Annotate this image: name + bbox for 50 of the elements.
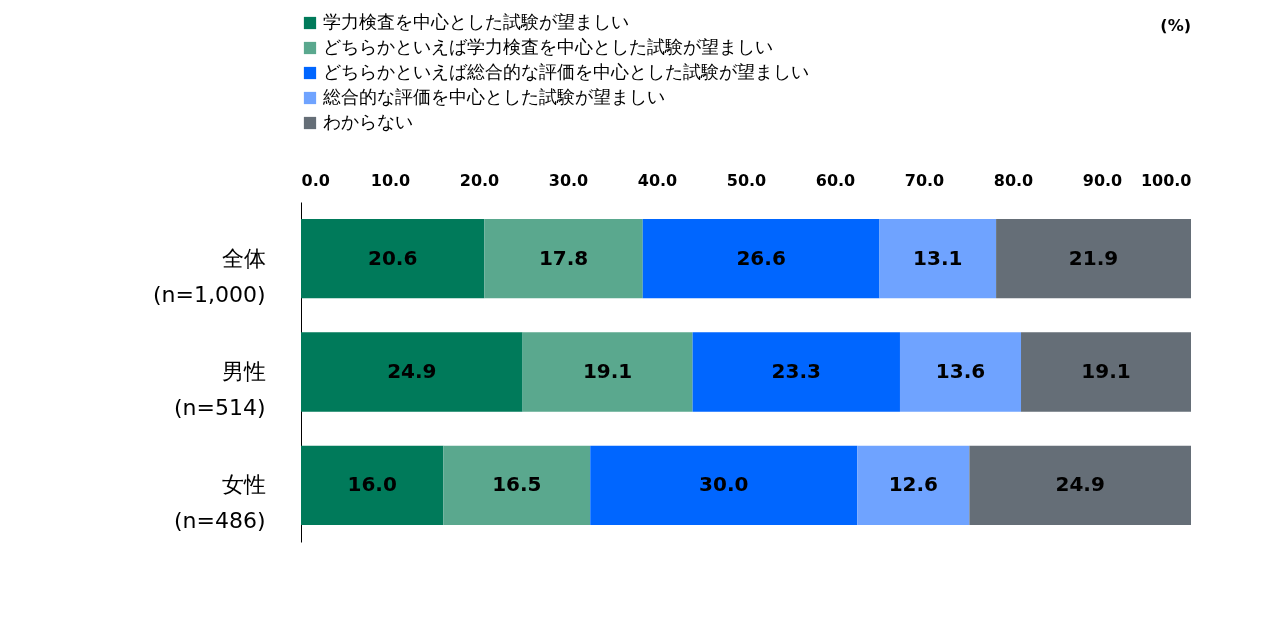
data-label: 13.1 [913,245,963,270]
bar [301,445,444,525]
x-tick-label: 10.0 [370,170,411,190]
bar [301,332,523,412]
bar [899,332,1022,412]
x-tick-label: 70.0 [904,170,945,190]
data-label: 20.6 [367,245,418,270]
bar [996,219,1191,299]
x-tick-label: 80.0 [993,170,1034,190]
data-label: 30.0 [699,472,749,497]
data-label: 19.1 [1081,359,1131,383]
bar [484,219,643,299]
data-label: 21.9 [1068,245,1119,270]
data-label: 17.8 [538,245,589,270]
legend-label: どちらかといえば学力検査を中心とした試験が望ましい [323,36,773,57]
x-tick-label: 40.0 [637,170,678,190]
y-tick-label: 男性 (n=514) [173,359,266,420]
legend-label: どちらかといえば総合的な評価を中心とした試験が望ましい [323,61,809,82]
y-tick-label: 全体 (n=1,000) [152,245,266,307]
bar [522,332,693,412]
data-label: 24.9 [387,359,437,383]
x-tick-label: 100.0 [1140,170,1192,190]
data-label: 19.1 [582,359,633,383]
x-tick-label: 30.0 [548,170,589,190]
data-label: 16.0 [347,472,397,497]
bar [642,219,880,299]
legend-label: 学力検査を中心とした試験が望ましい [323,11,629,32]
bar [443,445,591,525]
bar [692,332,900,412]
bar [857,445,970,525]
bar [301,219,485,299]
x-tick-label: 90.0 [1082,170,1123,190]
legend-label: 総合的な評価を中心とした試験が望ましい [322,86,665,107]
legend-label: わからない [323,111,413,132]
bar [1021,332,1191,412]
text: (%) [1160,16,1191,35]
bar [969,445,1191,525]
data-label: 26.6 [736,245,786,270]
data-label: 13.6 [935,359,986,383]
x-tick-label: 20.0 [459,170,500,190]
x-tick-label: 60.0 [815,170,856,190]
data-label: 16.5 [492,472,542,497]
data-label: 24.9 [1055,472,1105,497]
bar [879,219,997,299]
data-label: 23.3 [771,359,821,383]
bar [590,445,858,525]
x-tick-label: 0.0 [301,170,330,190]
data-label: 12.6 [888,472,938,497]
x-tick-label: 50.0 [726,170,767,190]
y-tick-label: 女性 (n=486) [173,472,266,534]
